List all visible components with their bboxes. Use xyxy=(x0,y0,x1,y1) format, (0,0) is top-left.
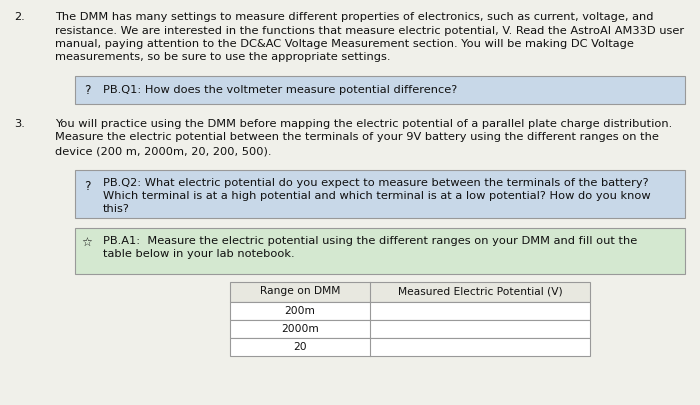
Text: this?: this? xyxy=(103,205,130,215)
Text: device (200 m, 2000m, 20, 200, 500).: device (200 m, 2000m, 20, 200, 500). xyxy=(55,146,272,156)
Bar xyxy=(230,281,590,301)
Text: The DMM has many settings to measure different properties of electronics, such a: The DMM has many settings to measure dif… xyxy=(55,12,654,22)
Text: Range on DMM: Range on DMM xyxy=(260,286,340,296)
Text: 2000m: 2000m xyxy=(281,324,319,333)
Bar xyxy=(230,320,590,337)
Bar xyxy=(230,337,590,356)
Text: Measure the electric potential between the terminals of your 9V battery using th: Measure the electric potential between t… xyxy=(55,132,659,143)
Text: Measured Electric Potential (V): Measured Electric Potential (V) xyxy=(398,286,562,296)
Text: ☆: ☆ xyxy=(82,235,92,249)
Bar xyxy=(75,170,685,217)
Bar xyxy=(230,301,590,320)
Bar xyxy=(75,228,685,273)
Text: 2.: 2. xyxy=(14,12,24,22)
Text: PB.Q2: What electric potential do you expect to measure between the terminals of: PB.Q2: What electric potential do you ex… xyxy=(103,177,649,188)
Text: 20: 20 xyxy=(293,341,307,352)
Text: ?: ? xyxy=(84,83,90,96)
Bar xyxy=(75,76,685,104)
Text: table below in your lab notebook.: table below in your lab notebook. xyxy=(103,249,295,259)
Text: ?: ? xyxy=(84,179,90,192)
Text: measurements, so be sure to use the appropriate settings.: measurements, so be sure to use the appr… xyxy=(55,53,391,62)
Text: PB.Q1: How does the voltmeter measure potential difference?: PB.Q1: How does the voltmeter measure po… xyxy=(103,85,457,95)
Text: 3.: 3. xyxy=(14,119,25,129)
Text: PB.A1:  Measure the electric potential using the different ranges on your DMM an: PB.A1: Measure the electric potential us… xyxy=(103,235,637,245)
Text: You will practice using the DMM before mapping the electric potential of a paral: You will practice using the DMM before m… xyxy=(55,119,672,129)
Text: Which terminal is at a high potential and which terminal is at a low potential? : Which terminal is at a high potential an… xyxy=(103,191,650,201)
Text: 200m: 200m xyxy=(285,305,316,315)
Text: manual, paying attention to the DC&AC Voltage Measurement section. You will be m: manual, paying attention to the DC&AC Vo… xyxy=(55,39,634,49)
Text: resistance. We are interested in the functions that measure electric potential, : resistance. We are interested in the fun… xyxy=(55,26,684,36)
